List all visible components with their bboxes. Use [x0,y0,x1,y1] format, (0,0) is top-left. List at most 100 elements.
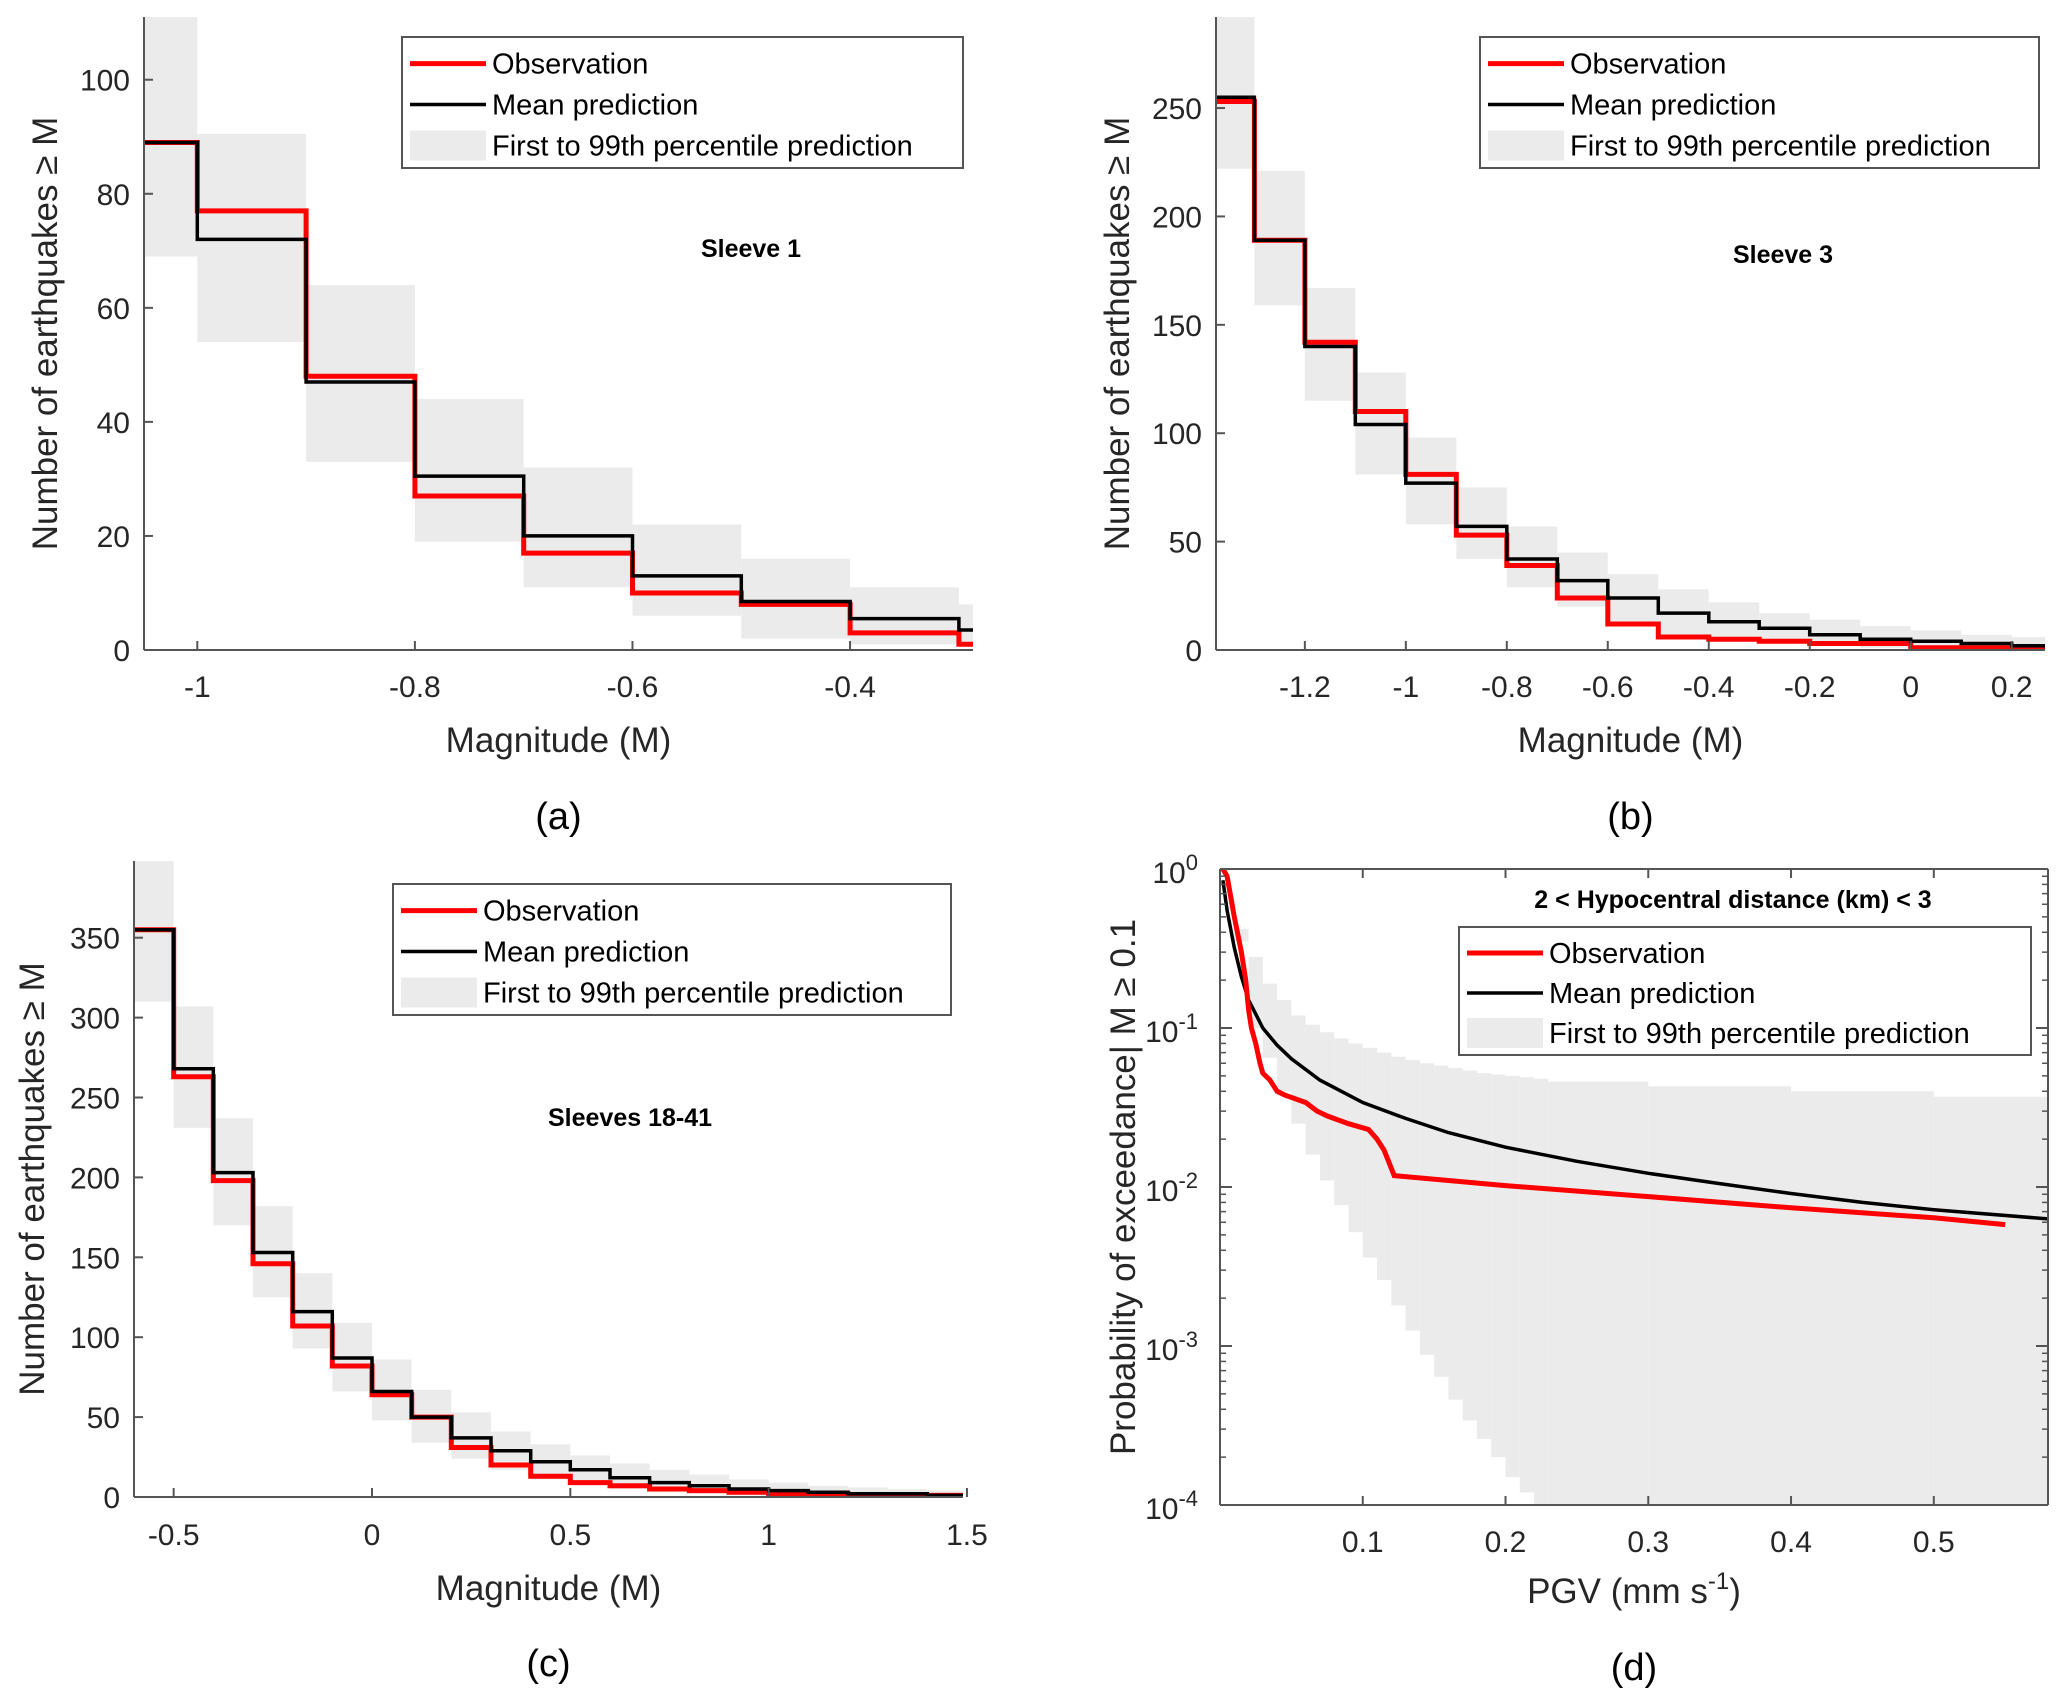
y-tick-label: 250 [1152,93,1202,126]
x-tick-label: -0.4 [1683,671,1735,704]
y-tick-base: 10 [1145,1016,1178,1049]
mean-prediction-line [134,927,963,1497]
y-tick-label: 250 [70,1083,120,1116]
x-axis-label: Magnitude (M) [1518,721,1744,760]
y-tick-exponent: -2 [1178,1168,1198,1193]
panel-label: (d) [1611,1647,1657,1689]
y-tick-exponent: -4 [1178,1486,1198,1511]
legend-mean-label: Mean prediction [1570,90,1776,122]
legend-observation-label: Observation [1570,49,1726,81]
y-tick-label: 50 [1169,527,1202,560]
legend-mean-label: Mean prediction [483,937,689,969]
percentile-band-bin [1434,1065,1449,1377]
panel-annotation: Sleeves 18-41 [548,1104,712,1132]
y-tick-exponent: 0 [1186,850,1198,875]
x-axis-label-text: Magnitude (M) [436,1569,662,1608]
x-tick-label: 0.5 [549,1519,591,1552]
percentile-band-bin [958,604,973,645]
x-axis-label-text: PGV (mm s [1527,1572,1708,1611]
panel-b: -1.2 -1 -0.8 -0.6 -0.4 -0.2 0 0.2 0 50 100 150 200 25… [1098,17,2045,838]
legend-band-label: First to 99th percentile prediction [483,977,904,1009]
percentile-band-bin [144,17,198,257]
percentile-band-bin [1405,437,1457,525]
panel-annotation: Sleeve 3 [1733,241,1833,269]
percentile-band-bin [1456,487,1507,559]
x-axis-label-end: ) [1729,1572,1741,1611]
y-tick-base: 10 [1145,1493,1178,1526]
y-tick-label: 100 [1152,418,1202,451]
x-axis-label-text: Magnitude (M) [446,721,672,760]
observation-line [144,140,973,647]
x-axis-label-text: Magnitude (M) [1518,721,1744,760]
percentile-band-bin [1519,1077,1535,1493]
percentile-band-bin [1462,1070,1477,1421]
percentile-band-bin [1506,526,1558,588]
x-tick-label: 0.3 [1627,1526,1669,1559]
panel-label: (c) [526,1643,570,1685]
x-tick-label: 1.5 [946,1519,988,1552]
legend-band-label: First to 99th percentile prediction [1570,130,1991,162]
y-tick-exponent: -1 [1178,1009,1198,1034]
legend-box [1458,926,2032,1056]
legend-band-label: First to 99th percentile prediction [1549,1018,1970,1050]
x-tick-label: -0.6 [1582,671,1634,704]
x-axis-label: Magnitude (M) [446,721,672,760]
panel-c: -0.5 0 0.5 1 1.5 0 50 100 150 200 250 300 350 Magnitu… [13,861,988,1685]
percentile-band-bin [414,399,524,542]
y-tick-label: 10-1 [1145,1009,1198,1049]
x-tick-label: -0.8 [389,671,441,704]
x-tick-label: 0 [364,1519,381,1552]
legend: Observation Mean prediction First to 99th … [1479,36,2040,169]
x-tick-label: 0.1 [1342,1526,1384,1559]
legend-box [401,36,964,169]
percentile-band-bin [306,285,415,462]
y-tick-label: 20 [97,521,130,554]
percentile-band-bin [523,467,633,588]
y-tick-label: 10-2 [1145,1168,1198,1208]
y-tick-label: 80 [97,179,130,212]
percentile-band-bin [1419,1063,1435,1355]
x-tick-label: 0.2 [1991,671,2033,704]
percentile-band-bin [1448,1068,1463,1400]
x-tick-label: -0.8 [1481,671,1533,704]
y-tick-label: 150 [1152,310,1202,343]
panel-label: (a) [535,796,581,838]
percentile-band-bin [1305,1024,1320,1155]
y-tick-label: 100 [70,1322,120,1355]
percentile-band-bin [1505,1075,1520,1478]
y-tick-label: 200 [1152,201,1202,234]
y-tick-label: 40 [97,407,130,440]
percentile-band-bin [1548,1081,1649,1505]
panel-annotation: 2 < Hypocentral distance (km) < 3 [1534,886,1931,914]
legend-box [1479,36,2040,169]
y-tick-label: 350 [70,923,120,956]
percentile-band-bin [1791,1091,1934,1505]
mean-prediction-line [1216,95,2045,648]
y-tick-label: 100 [80,65,130,98]
legend-band-swatch [1467,1018,1543,1048]
x-tick-label: -1.2 [1279,671,1331,704]
x-axis-label: PGV (mm s-1) [1527,1568,1741,1611]
legend-band-swatch [1488,130,1564,161]
percentile-band-bin [451,1412,491,1459]
y-tick-label: 300 [70,1003,120,1036]
legend: Observation Mean prediction First to 99th … [392,883,952,1016]
mean-prediction-line [1221,879,2048,1221]
plot-area [1220,869,2048,1505]
plot-area [134,861,963,1497]
x-axis-label: Magnitude (M) [436,1569,662,1608]
y-tick-label: 100 [1152,850,1198,890]
x-tick-label: -0.4 [824,671,876,704]
y-tick-base: 10 [1145,1334,1178,1367]
y-tick-base: 10 [1152,857,1185,890]
legend-observation-label: Observation [492,49,648,81]
percentile-band-bin [1362,1047,1378,1258]
percentile-band-bin [1648,1086,1792,1505]
percentile-band-bin [1262,983,1278,1058]
x-tick-label: 0 [1902,671,1919,704]
y-tick-label: 50 [87,1402,120,1435]
percentile-band-bin [850,587,959,645]
legend-mean-label: Mean prediction [1549,978,1755,1010]
percentile-band-bin [1348,1043,1363,1233]
